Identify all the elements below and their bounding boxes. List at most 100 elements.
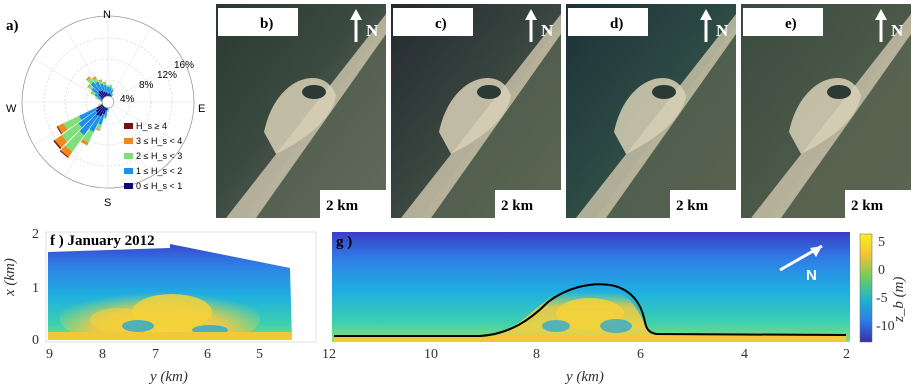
rose-bar-350-hs3 <box>102 81 107 83</box>
rose-bar-240-hs4 <box>56 126 62 135</box>
colorbar <box>859 233 873 343</box>
rose-bar-220-hs3 <box>60 145 73 158</box>
y-tick-0: 0 <box>32 333 39 348</box>
x-tick-4g: 4 <box>741 347 748 362</box>
x-tick-2g: 2 <box>843 347 850 362</box>
aerial-photos: b) N 2 km c) N 2 km d) N 2 km e) N 2 km <box>216 4 911 218</box>
rose-bar-330-hs2 <box>92 77 99 84</box>
scale-bar-label: 2 km <box>501 198 534 214</box>
rose-bar-250-hs2 <box>98 104 102 107</box>
rose-bar-290-hs3 <box>95 96 97 99</box>
rose-bar-0-hs2 <box>106 85 110 87</box>
rose-bar-300-hs2 <box>91 91 96 96</box>
y-axis-label-f: x (km) <box>2 258 18 297</box>
rose-bar-180-hs2 <box>107 110 109 112</box>
rose-bar-320-hs2 <box>86 77 94 85</box>
rose-bar-330-hs1 <box>95 81 103 92</box>
photo-panel-4: e) N 2 km <box>741 4 911 218</box>
cardinal-e: E <box>198 103 205 115</box>
north-label: N <box>541 21 554 40</box>
photo-panel-3: d) N 2 km <box>566 4 736 218</box>
rose-bar-310-hs3 <box>87 83 91 88</box>
cbar-tick-0: 0 <box>878 263 885 278</box>
north-label: N <box>716 21 729 40</box>
rose-bar-300-hs1 <box>94 93 101 99</box>
radial-tick-8: 8% <box>139 80 154 91</box>
panel-label-a: a) <box>6 18 19 34</box>
rose-bar-240-hs1 <box>78 107 98 121</box>
legend-swatch-hs3 <box>124 138 133 144</box>
rose-bar-350-hs2 <box>103 82 107 86</box>
rose-bar-230-hs3 <box>54 135 68 148</box>
rose-bar-230-hs1 <box>78 110 98 128</box>
x-tick-9: 9 <box>46 347 53 362</box>
rose-bar-230-hs4 <box>53 140 62 150</box>
panel-title-f: f ) January 2012 <box>50 233 155 249</box>
photo-panel-1: b) N 2 km <box>216 4 386 218</box>
rose-bar-200-hs1 <box>98 113 105 125</box>
photo-label: e) <box>785 16 797 32</box>
rose-bar-340-hs1 <box>99 83 106 93</box>
x-axis-label-f: y (km) <box>148 369 188 385</box>
legend-label-hs3: 3 ≤ H_s < 4 <box>136 136 182 146</box>
photo-label: b) <box>260 16 273 32</box>
legend-swatch-hs0 <box>124 183 133 189</box>
cbar-tick-m5: -5 <box>876 291 888 306</box>
rose-bar-280-hs2 <box>99 99 101 102</box>
legend-label-hs0: 0 ≤ H_s < 1 <box>136 181 182 191</box>
x-tick-12: 12 <box>322 347 336 362</box>
rose-bar-220-hs4 <box>59 150 69 159</box>
rose-bar-340-hs2 <box>98 80 103 85</box>
north-label: N <box>891 21 904 40</box>
rose-bar-190-hs1 <box>104 110 108 117</box>
x-axis-label-g: y (km) <box>564 369 604 385</box>
rose-legend: H_s ≥ 4 3 ≤ H_s < 4 2 ≤ H_s < 3 1 ≤ H_s … <box>124 121 182 191</box>
radial-tick-16: 16% <box>174 60 194 71</box>
legend-label-hs1: 1 ≤ H_s < 2 <box>136 166 182 176</box>
radial-tick-12: 12% <box>157 70 177 81</box>
rose-bar-200-hs2 <box>95 123 102 130</box>
rose-bar-330-hs3 <box>91 76 97 80</box>
rose-bar-220-hs2 <box>65 131 85 152</box>
y-tick-1: 1 <box>32 281 39 296</box>
y-tick-2: 2 <box>32 227 39 242</box>
x-tick-10: 10 <box>424 347 438 362</box>
rose-bar-310-hs2 <box>87 84 94 91</box>
cbar-tick-5: 5 <box>878 235 885 250</box>
rose-bar-350-hs1 <box>103 84 108 93</box>
rose-bar-240-hs3 <box>57 123 68 134</box>
rose-bar-290-hs1 <box>97 97 103 101</box>
photo-label: d) <box>610 16 623 32</box>
legend-label-hs2: 2 ≤ H_s < 3 <box>136 151 182 161</box>
rose-bar-250-hs3 <box>98 104 100 107</box>
bathymetry-panel-g: g ) N 12 10 8 6 4 2 y (km) 5 0 -5 -10 z_… <box>322 232 907 385</box>
rose-bar-320-hs1 <box>90 81 100 93</box>
north-label-g: N <box>806 267 817 284</box>
shoreline-contour <box>334 283 847 337</box>
photo-label: c) <box>435 16 447 32</box>
rose-bar-0-hs1 <box>106 87 110 94</box>
north-label: N <box>366 21 379 40</box>
rose-bar-10-hs1 <box>108 87 112 94</box>
legend-swatch-hs2 <box>124 153 133 159</box>
rose-bar-310-hs1 <box>91 87 100 96</box>
scale-bar-label: 2 km <box>676 198 709 214</box>
x-tick-6g: 6 <box>637 347 644 362</box>
rose-bar-190-hs2 <box>103 116 107 120</box>
rose-bar-200-hs3 <box>95 128 101 132</box>
cbar-tick-m10: -10 <box>876 319 895 334</box>
x-tick-6: 6 <box>204 347 211 362</box>
photo-panel-2: c) N 2 km <box>391 4 561 218</box>
x-tick-5: 5 <box>256 347 263 362</box>
rose-bar-320-hs3 <box>85 76 91 81</box>
cardinal-s: S <box>104 197 111 209</box>
rose-bar-210-hs2 <box>82 129 94 143</box>
x-tick-8g: 8 <box>533 347 540 362</box>
rose-plot <box>21 15 195 189</box>
rose-bar-340-hs3 <box>98 79 102 82</box>
rose-bar-20-hs1 <box>110 89 114 96</box>
cardinal-n: N <box>103 9 111 21</box>
panel-title-g: g ) <box>336 234 352 250</box>
rose-bar-300-hs3 <box>90 91 93 95</box>
